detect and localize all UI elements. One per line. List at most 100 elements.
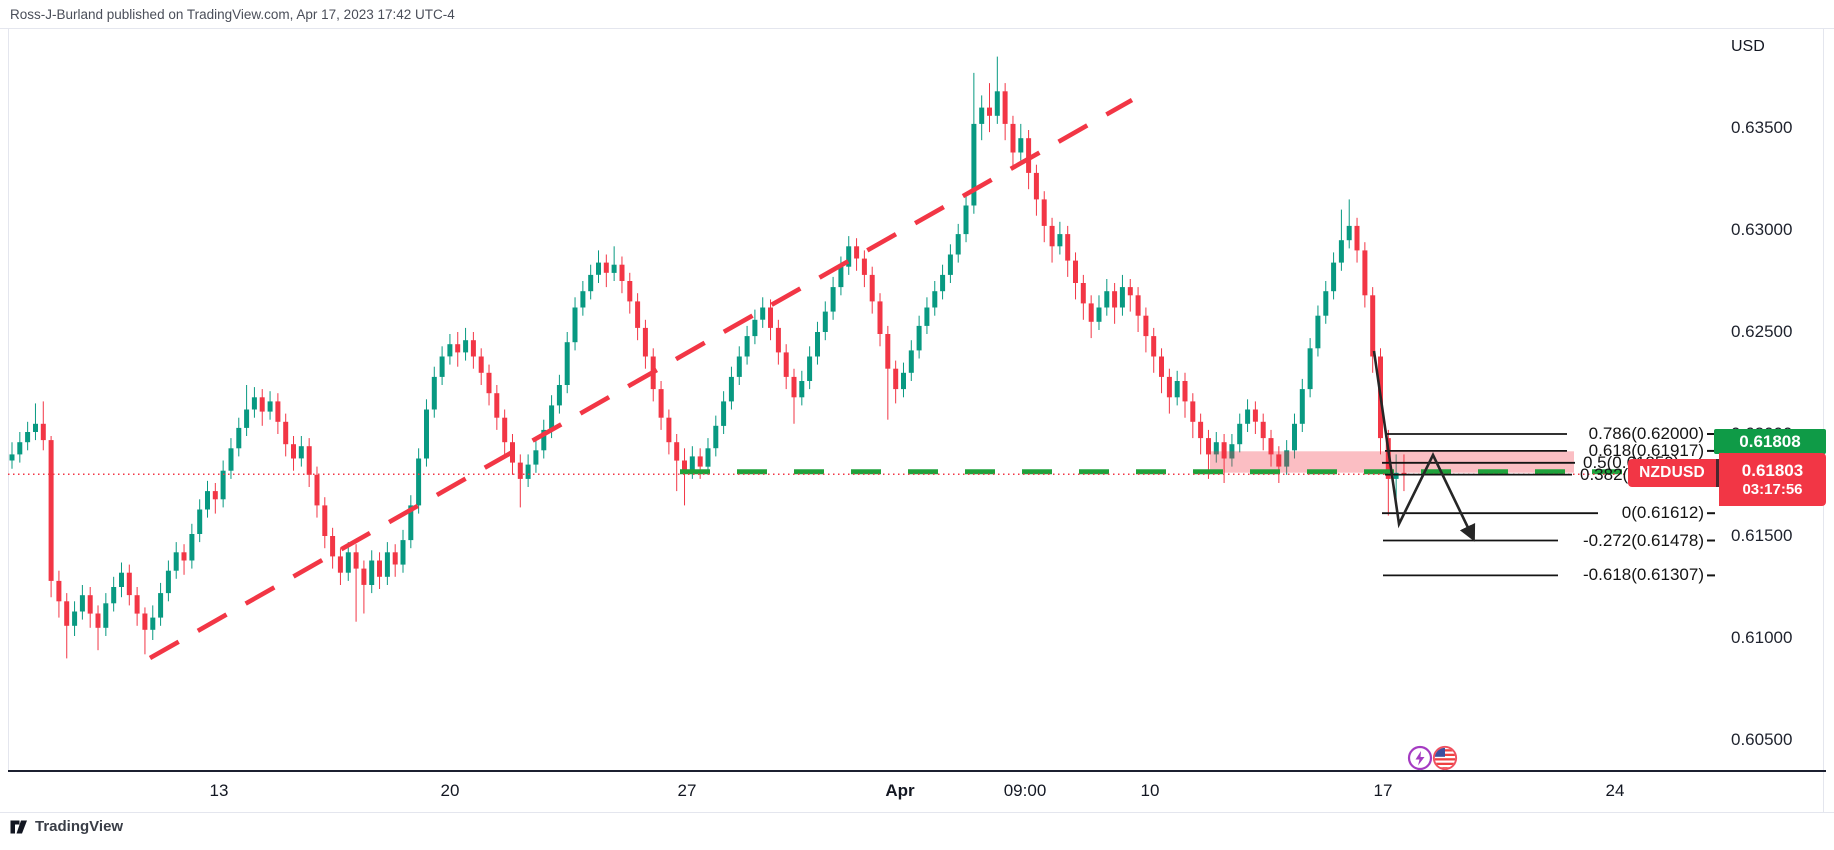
candle-body-up — [994, 91, 1000, 116]
header-divider — [0, 28, 1834, 29]
candle-body-down — [64, 601, 70, 626]
bar-countdown: 03:17:56 — [1742, 480, 1803, 498]
candle-body-down — [275, 401, 281, 422]
candle-body-down — [1182, 381, 1188, 402]
candle-body-down — [377, 560, 382, 577]
candle-body-down — [627, 281, 633, 302]
candle-body-up — [924, 307, 930, 326]
candle-body-up — [1057, 234, 1063, 247]
candle-body-up — [1393, 472, 1399, 479]
candle-body-down — [517, 462, 523, 479]
candle-body-up — [236, 427, 242, 449]
candle-body-up — [408, 505, 414, 541]
projection-arrow-drawing[interactable] — [1372, 350, 1476, 542]
candle-body-down — [783, 352, 789, 377]
candle-body-up — [838, 266, 844, 288]
candle-body-down — [56, 580, 62, 602]
candle-body-down — [619, 264, 625, 281]
candle-body-up — [189, 534, 195, 561]
candle-body-down — [40, 423, 46, 441]
candle-body-up — [752, 319, 758, 337]
candle-body-down — [455, 344, 461, 353]
candle-body-down — [330, 536, 336, 557]
candle-body-up — [33, 423, 38, 432]
candle-body-up — [705, 448, 711, 467]
time-axis-label: 09:00 — [1003, 781, 1047, 800]
candle-body-up — [111, 587, 117, 604]
candle-body-down — [674, 442, 680, 461]
price-axis-tick: 0.63500 — [1731, 118, 1793, 137]
candle-body-down — [1041, 199, 1047, 226]
candle-body-up — [1104, 291, 1110, 308]
counter-price-badge[interactable]: 0.61808 — [1714, 429, 1826, 454]
candle-body-down — [212, 491, 218, 500]
fib-level-label: -0.618(0.61307) — [1583, 565, 1704, 585]
candle-body-down — [1276, 454, 1282, 467]
candle-body-up — [17, 442, 23, 455]
candle-body-down — [642, 327, 648, 357]
candle-body-down — [861, 258, 867, 275]
candle-body-up — [158, 593, 164, 618]
candle-body-down — [494, 393, 500, 418]
candle-body-down — [314, 474, 320, 506]
candle-body-up — [564, 342, 570, 385]
candle-body-up — [549, 405, 555, 430]
candle-body-up — [439, 356, 445, 377]
candle-body-up — [916, 325, 922, 351]
attribution-text: Ross-J-Burland published on TradingView.… — [10, 7, 455, 22]
candle-body-up — [1119, 287, 1125, 308]
candle-body-down — [1166, 376, 1172, 398]
candle-body-down — [392, 552, 398, 565]
candle-body-down — [791, 376, 797, 398]
candle-body-up — [572, 307, 578, 343]
fib-level-label: 0(0.61612) — [1621, 503, 1704, 523]
candle-body-up — [713, 425, 719, 449]
time-axis-label: 10 — [1140, 781, 1160, 800]
candle-body-down — [1002, 91, 1008, 124]
candle-body-down — [666, 417, 672, 443]
candle-body-up — [541, 429, 547, 451]
time-axis-label: 13 — [209, 781, 229, 800]
symbol-badge[interactable]: NZDUSD — [1628, 459, 1716, 487]
footer-brand[interactable]: TradingView — [10, 818, 123, 835]
candle-body-up — [940, 274, 946, 292]
candle-body-down — [658, 389, 664, 418]
candle-body-up — [525, 464, 531, 479]
candle-body-down — [893, 368, 899, 390]
candle-body-up — [463, 340, 469, 353]
candle-body-up — [416, 458, 422, 506]
badge-divider — [1716, 459, 1719, 487]
candle-body-up — [251, 397, 257, 410]
candle-body-down — [134, 595, 140, 614]
candle-body-down — [854, 246, 860, 259]
candle-body-up — [947, 254, 953, 275]
candle-body-up — [1346, 225, 1352, 241]
last-price-value: 0.61803 — [1741, 460, 1804, 480]
candle-body-down — [1033, 172, 1039, 200]
us-economic-event-icon[interactable] — [1432, 745, 1458, 771]
candle-body-down — [181, 552, 187, 561]
candle-body-down — [1252, 409, 1258, 422]
last-price-badge[interactable]: 0.61803 03:17:56 — [1719, 453, 1826, 506]
candle-body-down — [306, 446, 312, 475]
candle-body-up — [267, 401, 273, 412]
candle-body-down — [48, 440, 54, 581]
candle-body-up — [556, 385, 562, 406]
candle-body-up — [25, 432, 31, 443]
candle-body-up — [1331, 262, 1337, 292]
candle-body-up — [580, 291, 586, 308]
technical-event-icon[interactable] — [1407, 745, 1433, 771]
counter-price-value: 0.61808 — [1739, 431, 1801, 451]
time-axis-line — [8, 770, 1826, 772]
candle-body-down — [1206, 438, 1211, 455]
candle-body-up — [1237, 423, 1243, 445]
time-axis-label: 17 — [1373, 781, 1393, 800]
candle-body-up — [220, 470, 226, 500]
candle-body-up — [533, 450, 539, 465]
candle-body-up — [119, 572, 124, 587]
candle-body-down — [259, 397, 265, 412]
ascending-trendline-drawing[interactable] — [148, 98, 1134, 660]
candle-body-up — [165, 570, 171, 594]
candle-body-down — [635, 301, 641, 328]
